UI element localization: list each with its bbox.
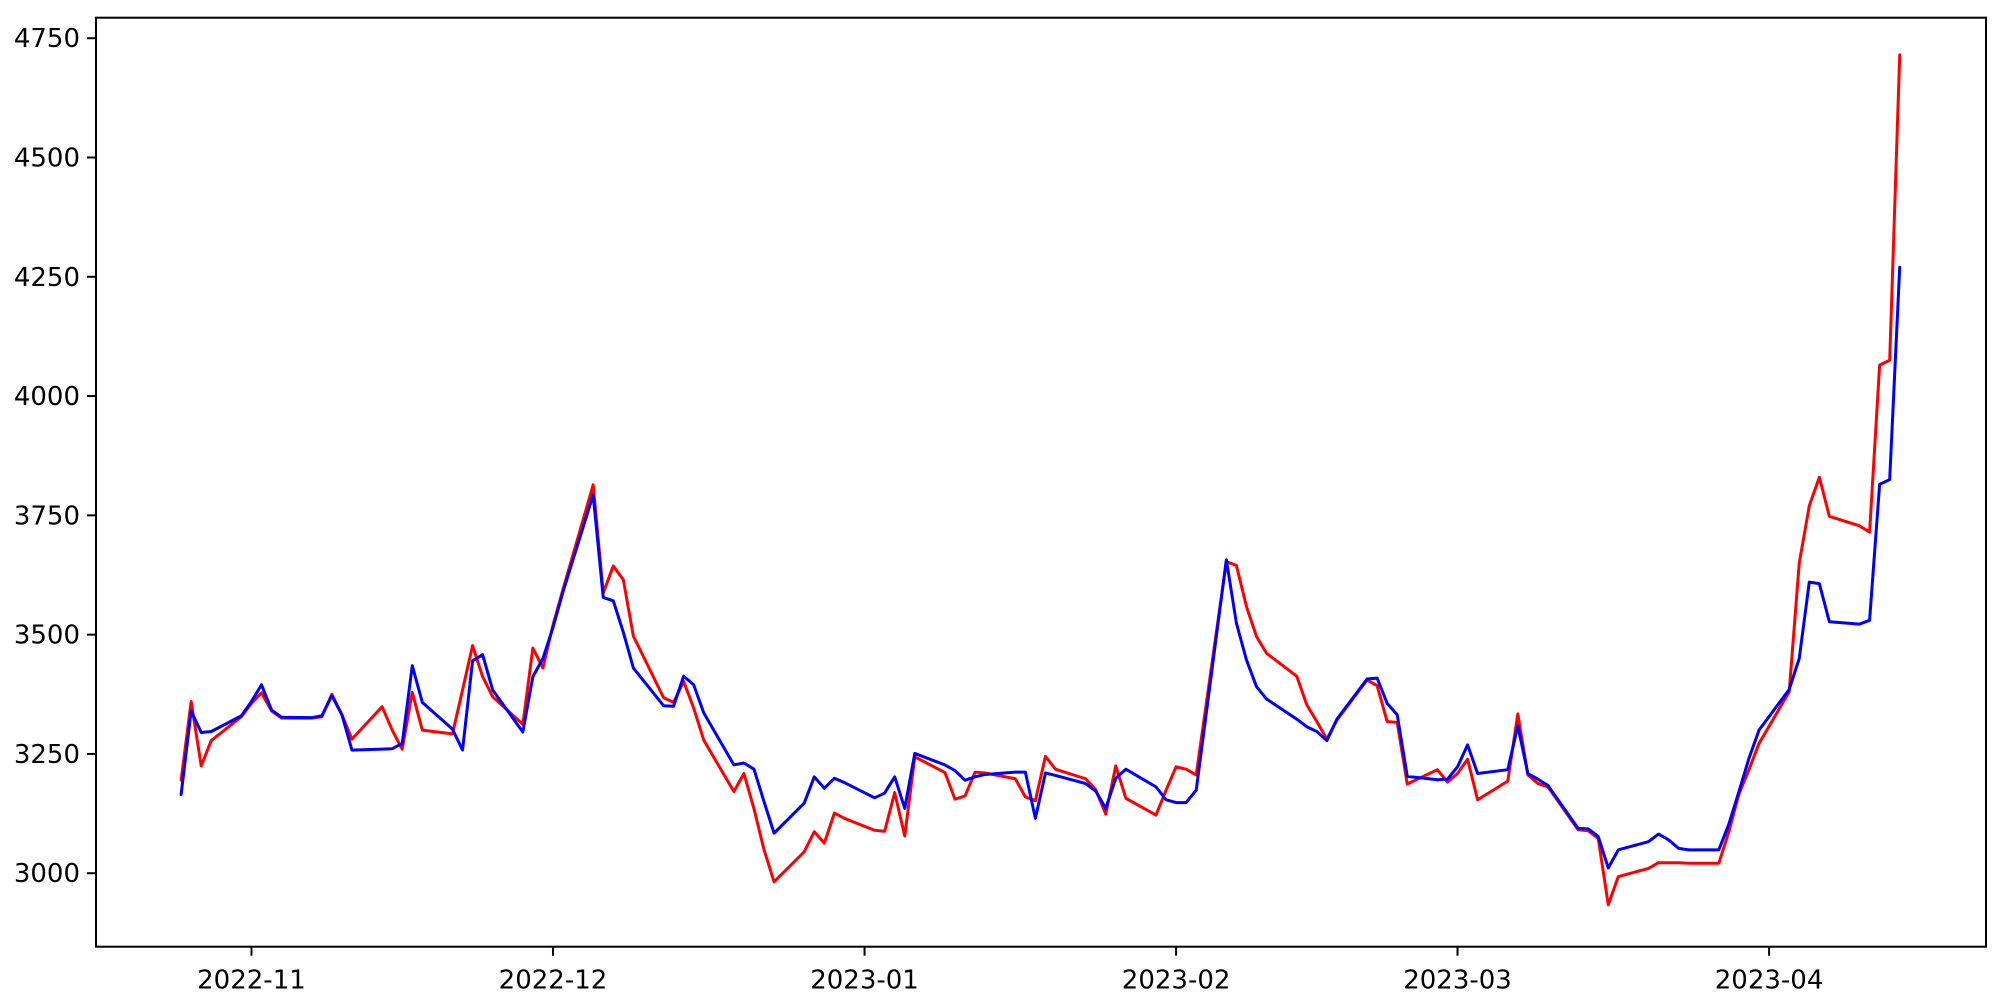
y-axis-ticks: 3000 3250 3500 3750 4000 4250 4500 4750 — [14, 24, 96, 889]
y-tick-label: 3750 — [14, 501, 80, 531]
y-tick-label: 4500 — [14, 144, 80, 174]
y-tick-label: 3250 — [14, 740, 80, 770]
x-tick-label: 2023-01 — [810, 966, 919, 996]
red-line-series — [179, 53, 1902, 907]
x-tick-label: 2023-03 — [1403, 966, 1512, 996]
plot-area — [96, 17, 1986, 947]
y-tick-label: 4000 — [14, 382, 80, 412]
data-series — [179, 53, 1902, 907]
x-tick-label: 2022-12 — [499, 966, 608, 996]
x-axis-ticks: 2022-11 2022-12 2023-01 2023-02 2023-03 2023-… — [197, 946, 1824, 996]
x-tick-label: 2023-02 — [1122, 966, 1231, 996]
x-tick-label: 2022-11 — [197, 966, 306, 996]
y-tick-label: 4250 — [14, 263, 80, 293]
y-tick-label: 3500 — [14, 621, 80, 651]
plot-border-spines — [95, 16, 1987, 948]
blue-line-series — [179, 265, 1902, 870]
x-tick-label: 2023-04 — [1715, 966, 1824, 996]
y-tick-label: 4750 — [14, 24, 80, 54]
y-tick-label: 3000 — [14, 859, 80, 889]
